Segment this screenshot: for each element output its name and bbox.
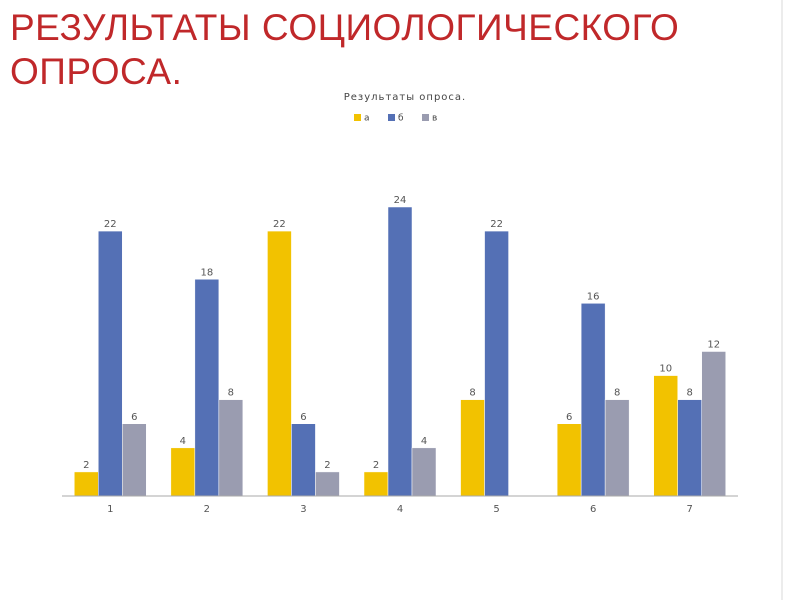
data-label: 8	[687, 388, 693, 399]
bar	[122, 423, 147, 497]
data-label: 18	[200, 267, 213, 278]
x-tick-label: 1	[107, 504, 113, 515]
data-label: 2	[373, 460, 379, 471]
slide-title-line: ОПРОСА.	[10, 51, 183, 92]
legend-label: в	[432, 114, 437, 124]
bar	[194, 279, 220, 497]
data-label: 22	[490, 219, 503, 230]
bar	[98, 230, 123, 497]
bar	[604, 399, 630, 497]
legend-label: а	[364, 114, 370, 124]
data-label: 22	[273, 219, 286, 230]
legend-label: б	[398, 114, 404, 124]
data-label: 2	[324, 460, 330, 471]
bar	[411, 447, 437, 497]
bar	[556, 423, 582, 497]
slide-title: РЕЗУЛЬТАТЫ СОЦИОЛОГИЧЕСКОГО ОПРОСА.	[10, 6, 679, 94]
bar	[701, 351, 726, 497]
x-tick-label: 5	[493, 504, 499, 515]
data-label: 2	[83, 460, 89, 471]
legend-swatch	[354, 114, 361, 121]
data-label: 8	[228, 388, 234, 399]
data-label: 6	[131, 412, 137, 423]
data-label: 16	[587, 291, 600, 302]
data-label: 8	[614, 388, 620, 399]
bar	[218, 399, 244, 497]
bar	[677, 399, 702, 497]
bar	[74, 471, 99, 497]
data-label: 4	[421, 436, 427, 447]
legend-swatch	[388, 114, 395, 121]
x-tick-label: 4	[397, 504, 403, 515]
bar	[170, 447, 196, 497]
data-label: 12	[707, 340, 720, 351]
slide-title-line: РЕЗУЛЬТАТЫ СОЦИОЛОГИЧЕСКОГО	[10, 7, 680, 48]
bar	[387, 206, 413, 497]
bar	[291, 423, 316, 497]
data-label: 8	[469, 388, 475, 399]
data-label: 6	[300, 412, 306, 423]
data-label: 4	[180, 436, 186, 447]
x-tick-label: 2	[204, 504, 210, 515]
bar	[460, 399, 485, 497]
data-label: 6	[566, 412, 572, 423]
bar	[484, 230, 509, 497]
bar	[315, 471, 340, 497]
x-tick-label: 6	[590, 504, 596, 515]
chart-title: Результаты опроса.	[344, 92, 466, 103]
data-label: 10	[659, 364, 672, 375]
legend-swatch	[422, 114, 429, 121]
bar	[653, 375, 678, 497]
bar	[267, 230, 292, 497]
bar	[580, 303, 606, 497]
x-tick-label: 7	[687, 504, 693, 515]
data-label: 22	[104, 219, 117, 230]
bar	[363, 471, 389, 497]
x-tick-label: 3	[300, 504, 306, 515]
data-label: 24	[394, 195, 407, 206]
